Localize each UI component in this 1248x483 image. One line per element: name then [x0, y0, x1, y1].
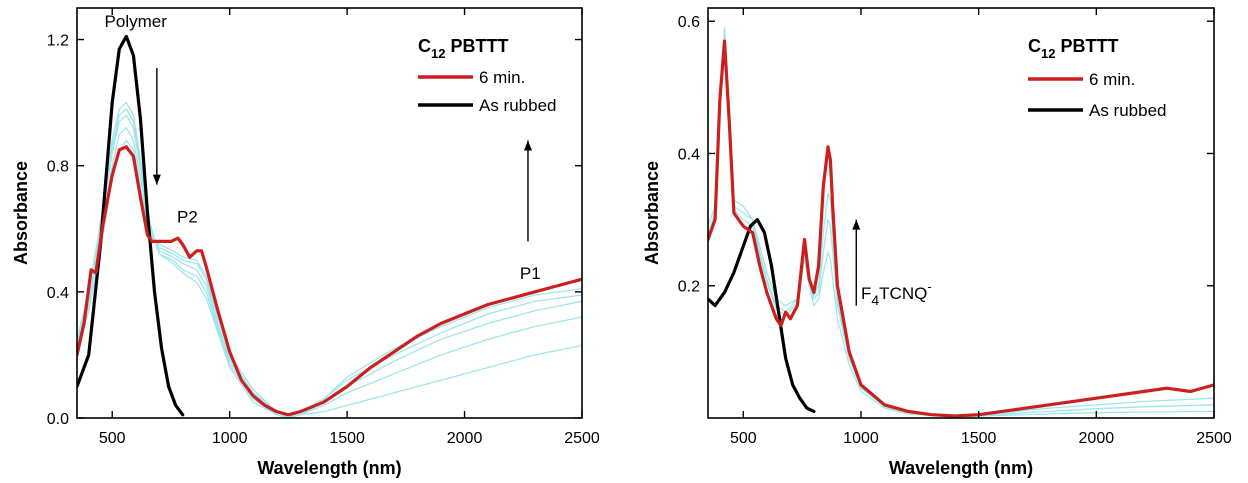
y-tick-label: 0.4	[678, 146, 700, 163]
series-line-cyan-2	[708, 27, 1214, 418]
y-axis-label: Absorbance	[642, 161, 662, 265]
x-tick-label: 1500	[329, 430, 365, 447]
x-axis-label: Wavelength (nm)	[889, 458, 1033, 478]
x-tick-label: 500	[730, 430, 757, 447]
annotation-sub: 4	[871, 292, 879, 308]
y-tick-label: 0.2	[678, 279, 700, 296]
series-line-red-0	[708, 39, 1214, 418]
series-line-cyan-6	[77, 139, 582, 416]
x-tick-label: 2000	[447, 430, 483, 447]
series-line-cyan-3	[77, 108, 582, 418]
x-tick-label: 1000	[212, 430, 248, 447]
chart-panel-right: 500 1000 1500 2000 2500 0.2 0.4 0.6 Wavelength (…	[642, 7, 1232, 478]
x-axis-label: Wavelength (nm)	[257, 458, 401, 478]
x-tick-label: 500	[99, 430, 126, 447]
legend-title-main: C	[1028, 36, 1041, 56]
series-line-cyan-2	[77, 101, 582, 418]
arrow-head	[152, 174, 161, 185]
y-tick-label: 0.6	[678, 14, 700, 31]
x-tick-label: 1500	[961, 430, 997, 447]
series-line-cyan-3	[708, 33, 1214, 417]
series-line-red-0	[77, 145, 582, 417]
annotation-rest: TCNQ	[879, 284, 927, 303]
legend-title-rest: PBTTT	[445, 36, 508, 56]
x-tick-label: 2000	[1079, 430, 1115, 447]
legend-label: As rubbed	[1089, 101, 1167, 120]
chart-panel-left: 500 1000 1500 2000 2500 0.0 0.4 0.8 1.2 Wavelengt…	[11, 7, 600, 478]
annotation-label: P1	[520, 264, 541, 283]
legend-label: As rubbed	[479, 96, 557, 115]
y-tick-label: 0.8	[47, 159, 69, 176]
legend-title-main: C	[418, 36, 431, 56]
series-line-black-1	[77, 34, 185, 417]
series-line-cyan-4	[77, 114, 582, 418]
legend-title-rest: PBTTT	[1055, 36, 1118, 56]
annotation-label: P2	[177, 207, 198, 226]
legend-title-sub: 12	[1041, 46, 1055, 61]
plot-frame	[76, 7, 583, 419]
x-tick-label: 1000	[843, 430, 879, 447]
y-tick-label: 1.2	[47, 33, 69, 50]
arrow-head	[852, 219, 861, 230]
annotation-label: Polymer	[105, 12, 168, 31]
x-tick-label: 2500	[564, 430, 600, 447]
y-tick-label: 0.0	[47, 411, 69, 428]
legend-title: C12 PBTTT	[418, 36, 508, 61]
annotation-sup: -	[927, 279, 931, 294]
x-tick-label: 2500	[1196, 430, 1232, 447]
arrow-head	[523, 140, 532, 151]
series-line-cyan-4	[708, 37, 1214, 417]
annotation-label: F4TCNQ-	[861, 279, 932, 308]
annotation-main: F	[861, 284, 871, 303]
plot-frame	[707, 7, 1215, 419]
y-tick-label: 0.4	[47, 285, 69, 302]
legend-label: 6 min.	[479, 68, 525, 87]
series-line-black-1	[708, 218, 816, 413]
legend-title: C12 PBTTT	[1028, 36, 1118, 61]
y-axis-label: Absorbance	[11, 161, 31, 265]
legend-title-sub: 12	[431, 46, 445, 61]
legend-label: 6 min.	[1089, 70, 1135, 89]
